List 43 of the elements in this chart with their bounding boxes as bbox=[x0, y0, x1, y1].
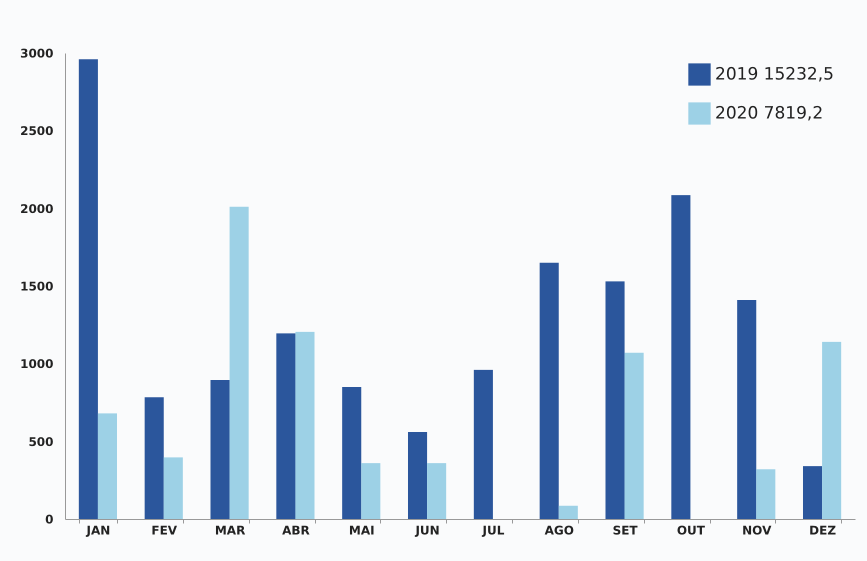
bar bbox=[276, 333, 296, 519]
bar bbox=[605, 281, 625, 519]
x-tick-label: MAI bbox=[348, 524, 375, 538]
bar bbox=[210, 380, 230, 519]
x-tick-label: JAN bbox=[86, 524, 110, 538]
x-tick-label: FEV bbox=[151, 524, 178, 538]
x-tick-label: ABR bbox=[282, 524, 310, 538]
y-tick-label: 2000 bbox=[20, 202, 54, 216]
bar bbox=[822, 342, 842, 519]
bar bbox=[230, 206, 249, 519]
bar bbox=[164, 457, 183, 519]
bar bbox=[540, 262, 559, 519]
bar bbox=[98, 413, 118, 519]
bar bbox=[558, 506, 578, 519]
x-tick-label: JUL bbox=[481, 524, 505, 538]
bar bbox=[342, 386, 362, 519]
x-tick-label: SET bbox=[612, 524, 638, 538]
y-tick-label: 3000 bbox=[20, 46, 54, 60]
y-tick-label: 0 bbox=[45, 512, 54, 526]
bar bbox=[624, 352, 644, 519]
bar bbox=[802, 466, 822, 519]
bar bbox=[756, 469, 776, 519]
bar bbox=[361, 463, 380, 519]
y-tick-label: 1500 bbox=[20, 280, 54, 294]
bar bbox=[474, 370, 493, 519]
y-tick-label: 2500 bbox=[20, 124, 54, 138]
bar bbox=[78, 59, 98, 519]
x-tick-label: AGO bbox=[544, 524, 574, 538]
bar bbox=[671, 195, 690, 519]
x-tick-label: MAR bbox=[214, 524, 246, 538]
bar bbox=[144, 397, 164, 519]
bar bbox=[427, 463, 446, 519]
x-tick-label: DEZ bbox=[809, 524, 836, 538]
x-tick-label: NOV bbox=[742, 524, 772, 538]
legend-label: 2019 15232,5 bbox=[715, 64, 834, 84]
bar bbox=[295, 332, 315, 519]
y-tick-label: 500 bbox=[28, 434, 54, 449]
y-tick-label: 1000 bbox=[20, 357, 54, 372]
bar bbox=[408, 432, 428, 519]
bar bbox=[737, 300, 756, 519]
x-tick-label: OUT bbox=[676, 524, 706, 538]
legend-label: 2020 7819,2 bbox=[715, 104, 824, 124]
x-tick-label: JUN bbox=[414, 524, 440, 538]
